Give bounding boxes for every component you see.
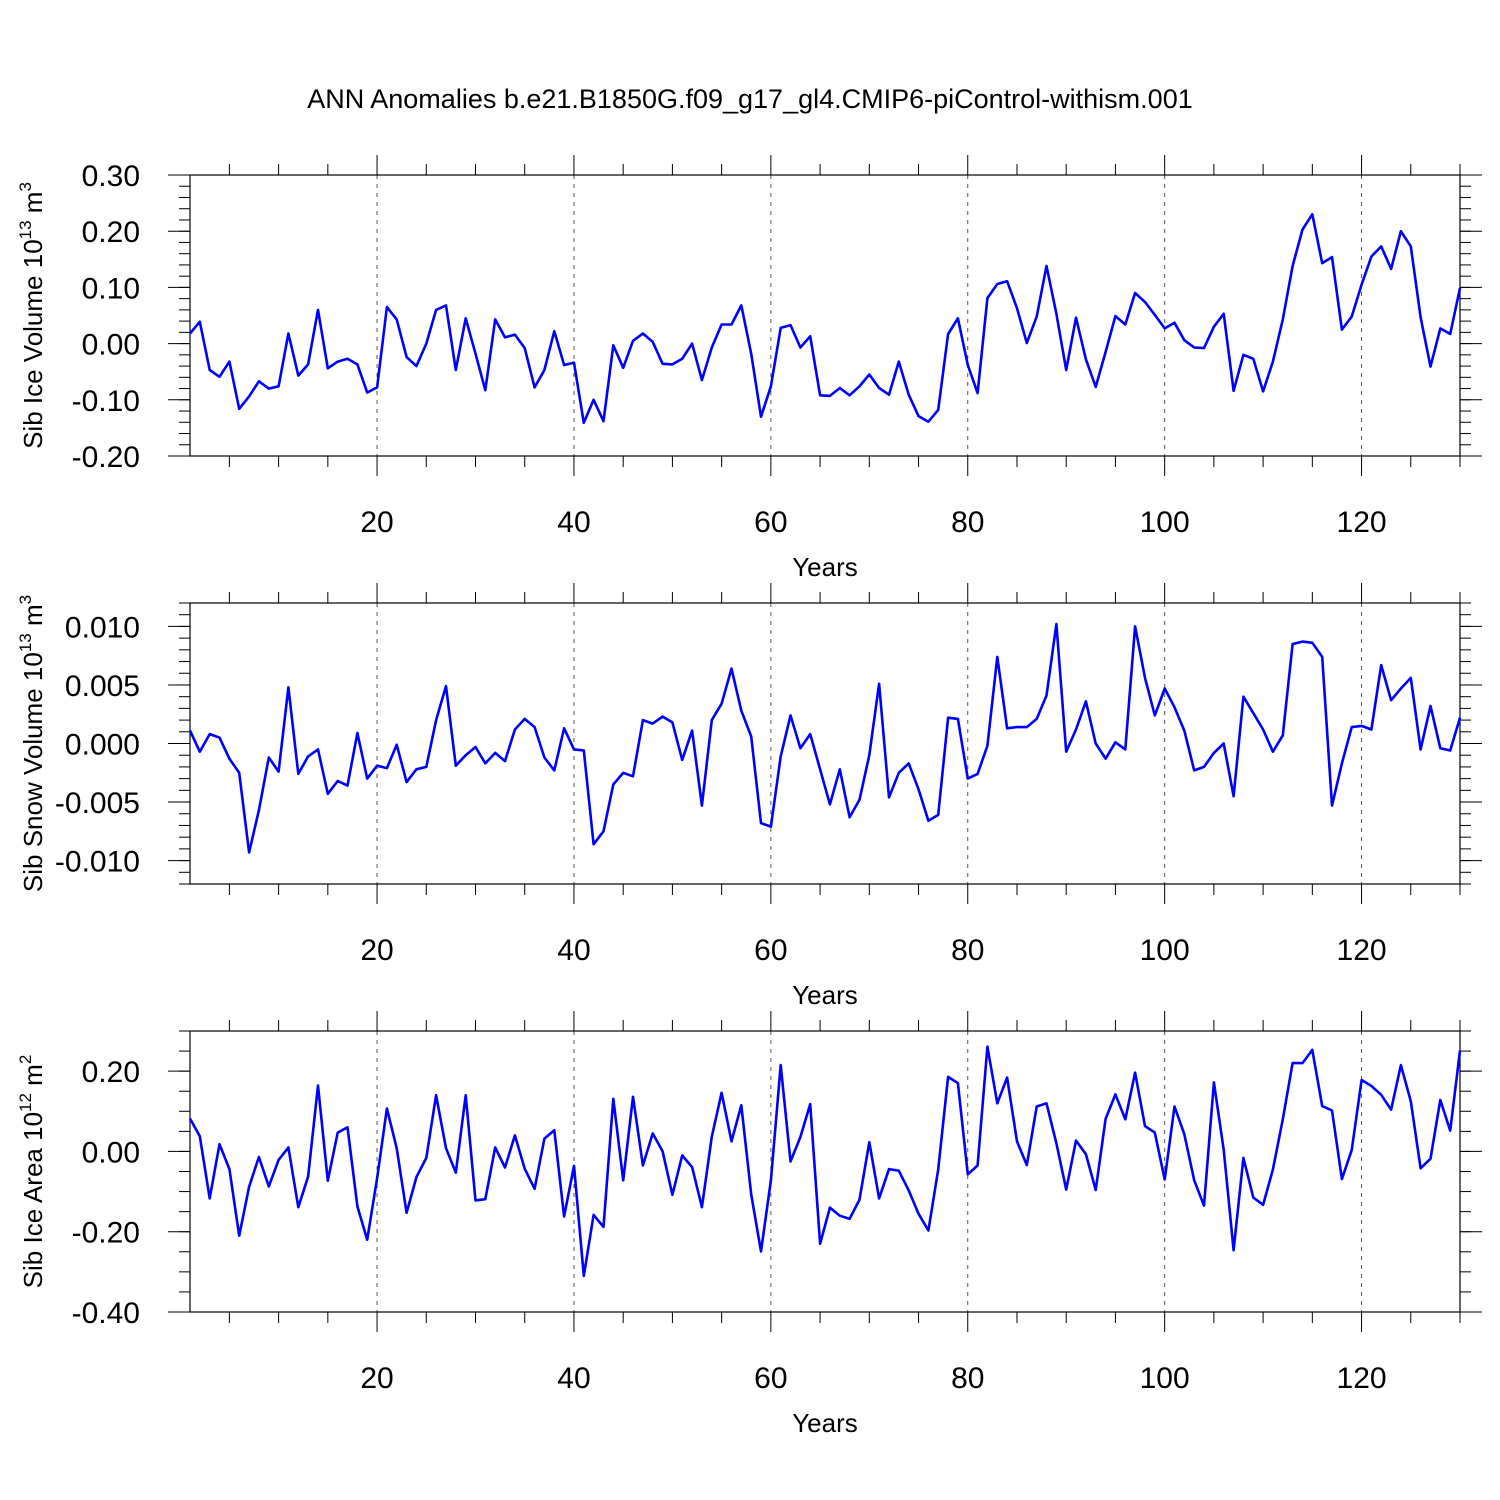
chart-panel-2: -0.010 -0.005 0.000 0.005 0.010 20 40 60 80 100 12… [16,583,1482,1010]
y-tick-label: 0.010 [65,611,140,644]
y-axis-label-text: Sib Ice Volume 10 [18,239,48,449]
chart-panel-3: -0.40 -0.20 0.00 0.20 20 40 60 80 100 120 Years Sib… [16,1011,1482,1438]
y-tick-label: -0.20 [72,441,140,474]
y-axis-label-unit: m [18,1064,48,1093]
y-tick-label: 0.00 [82,1136,140,1169]
y-tick-label: 0.20 [82,216,140,249]
y-axis-label: Sib Ice Area 1012 m2 [16,1055,48,1289]
series-line [188,213,1462,425]
x-tick-label: 60 [754,1362,787,1395]
x-tick-label: 60 [754,506,787,539]
y-axis-label-exp: 12 [16,1093,35,1112]
x-tick-label: 40 [557,506,590,539]
x-tick-label: 20 [360,506,393,539]
y-tick-label: -0.005 [55,787,140,820]
y-axis-label: Sib Snow Volume 1013 m3 [16,595,48,892]
y-tick-label: 0.000 [65,729,140,762]
y-axis-label-unit-exp: 2 [16,1055,35,1064]
y-tick-label: 0.20 [82,1056,140,1089]
x-tick-label: 20 [360,1362,393,1395]
y-tick-label: 0.005 [65,670,140,703]
plot-frame [189,174,1461,457]
y-axis-label: Sib Ice Volume 1013 m3 [16,182,48,449]
y-tick-label: -0.010 [55,846,140,879]
y-tick-label: -0.40 [72,1297,140,1330]
x-tick-label: 120 [1337,1362,1387,1395]
y-tick-label: 0.10 [82,272,140,305]
y-axis-label-text: Sib Ice Area 10 [18,1112,48,1288]
page-title: ANN Anomalies b.e21.B1850G.f09_g17_gl4.C… [307,84,1193,114]
chart-panel-1: -0.20 -0.10 0.00 0.10 0.20 0.30 20 40 60 80 100 120… [16,155,1482,582]
y-axis-label-unit: m [18,604,48,633]
x-tick-label: 100 [1140,506,1190,539]
x-tick-label: 120 [1337,506,1387,539]
y-tick-label: -0.10 [72,385,140,418]
y-axis-label-unit-exp: 3 [16,182,35,191]
x-axis-label: Years [792,1408,858,1438]
y-axis-label-exp: 13 [16,220,35,239]
x-tick-label: 20 [360,934,393,967]
x-axis-label: Years [792,552,858,582]
x-tick-label: 100 [1140,1362,1190,1395]
x-axis-label: Years [792,980,858,1010]
x-tick-label: 80 [951,506,984,539]
y-axis-label-text: Sib Snow Volume 10 [18,652,48,892]
y-tick-label: 0.30 [82,160,140,193]
series-line [188,1045,1462,1278]
y-tick-label: -0.20 [72,1217,140,1250]
x-tick-label: 80 [951,934,984,967]
x-tick-label: 100 [1140,934,1190,967]
x-tick-label: 40 [557,934,590,967]
x-tick-label: 60 [754,934,787,967]
x-tick-label: 120 [1337,934,1387,967]
series-line [188,622,1462,854]
x-tick-label: 80 [951,1362,984,1395]
y-axis-label-unit-exp: 3 [16,595,35,604]
y-axis-label-exp: 13 [16,633,35,652]
y-tick-label: 0.00 [82,329,140,362]
plot-frame [189,1030,1461,1313]
x-tick-label: 40 [557,1362,590,1395]
y-axis-label-unit: m [18,192,48,221]
